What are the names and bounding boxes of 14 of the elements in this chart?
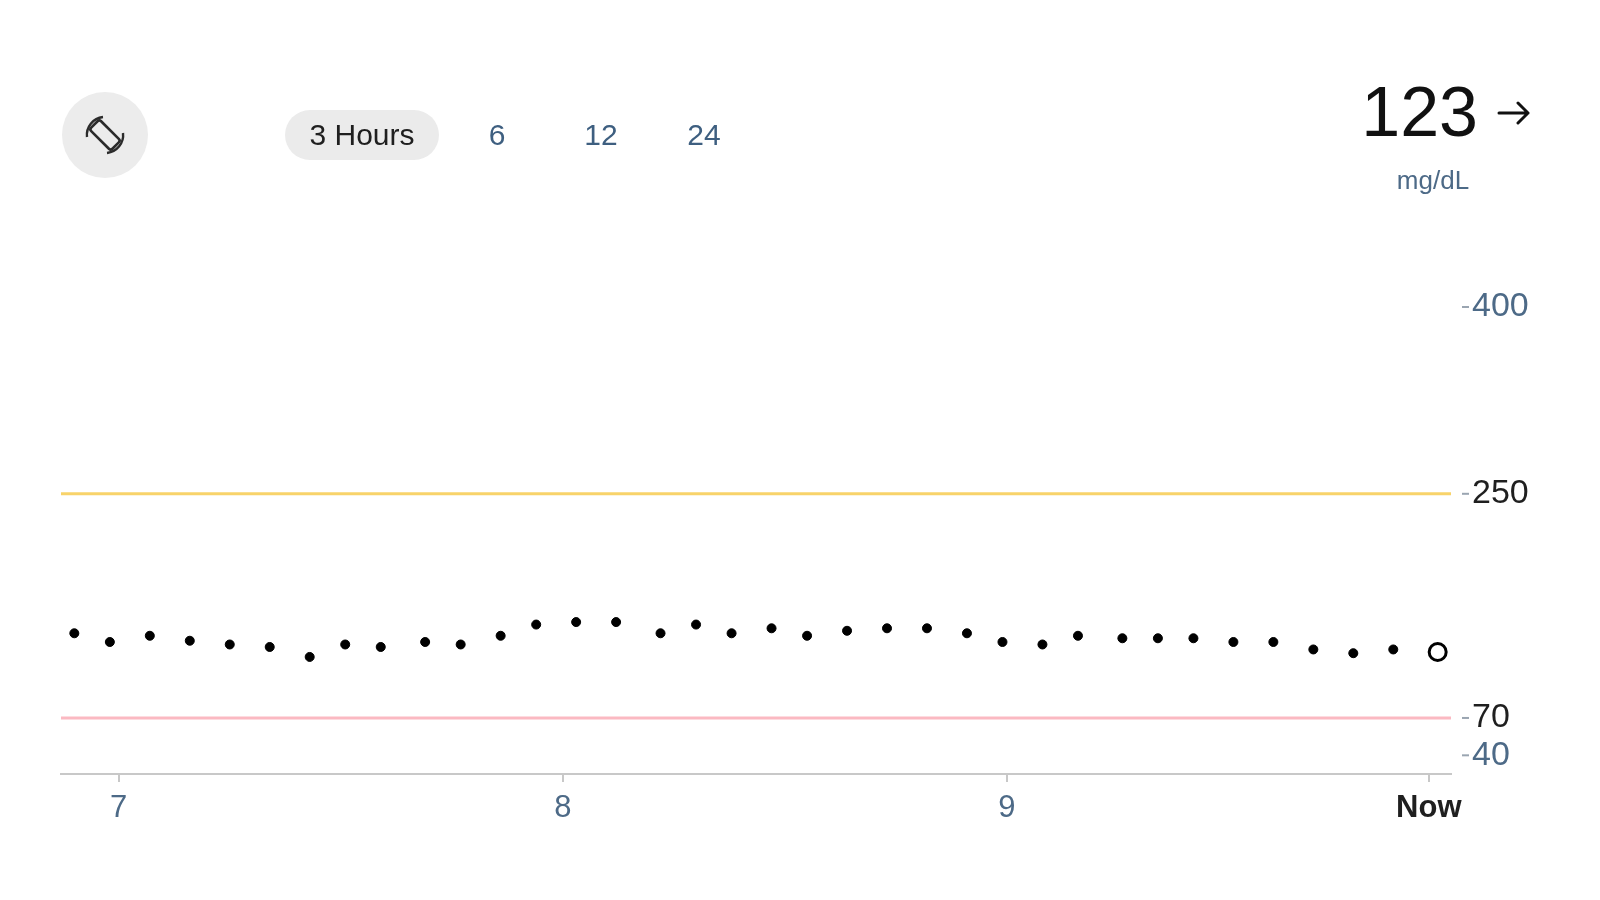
text: 24 xyxy=(687,118,721,151)
text: 3 Hours xyxy=(309,118,415,151)
text: 123 xyxy=(1361,73,1478,151)
y-tick-label: 70 xyxy=(1472,696,1510,735)
x-tick-label: Now xyxy=(1396,789,1463,825)
x-tick-label: 7 xyxy=(110,789,128,825)
y-tick-label: 40 xyxy=(1472,733,1510,772)
x-tick-label: 9 xyxy=(998,789,1016,825)
text: 12 xyxy=(584,118,618,151)
y-tick-label: 250 xyxy=(1472,472,1529,511)
y-tick-label: 400 xyxy=(1472,285,1529,324)
text: mg/dL xyxy=(1396,165,1470,195)
text: 6 xyxy=(488,118,506,151)
x-tick-label: 8 xyxy=(554,789,572,825)
